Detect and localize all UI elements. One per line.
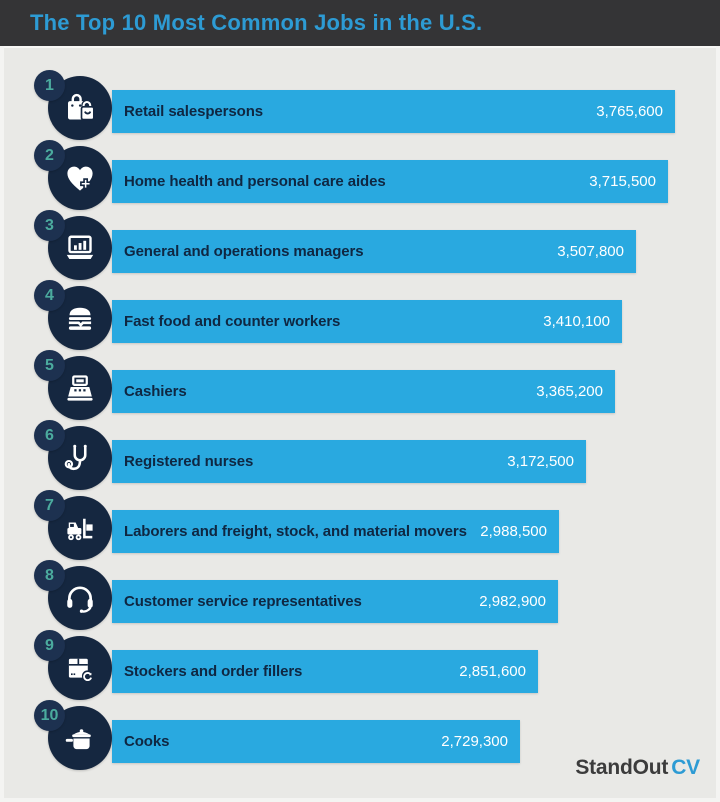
forklift-icon xyxy=(62,510,98,546)
job-label: Fast food and counter workers xyxy=(124,313,341,330)
job-bar: Home health and personal care aides 3,71… xyxy=(112,160,668,203)
package-restock-icon xyxy=(62,650,98,686)
job-label: Home health and personal care aides xyxy=(124,173,386,190)
job-row: 2 Home health and personal care aides 3,… xyxy=(4,140,716,210)
shopping-bags-icon xyxy=(62,90,98,126)
cooking-pot-icon xyxy=(62,720,98,756)
rank-number: 7 xyxy=(45,496,54,514)
job-bar: Registered nurses 3,172,500 xyxy=(112,440,586,483)
brand-logo: StandOut CV xyxy=(575,756,700,780)
job-label: Registered nurses xyxy=(124,453,254,470)
job-bar: Laborers and freight, stock, and materia… xyxy=(112,510,559,553)
rank-number: 6 xyxy=(45,426,54,444)
job-label: Cashiers xyxy=(124,383,187,400)
job-label: Retail salespersons xyxy=(124,103,264,120)
rank-badge: 4 xyxy=(34,280,65,311)
job-row: 5 Cashiers 3,365,200 xyxy=(4,350,716,420)
heart-medical-cross-icon xyxy=(62,160,98,196)
burger-icon xyxy=(62,300,98,336)
rank-number: 2 xyxy=(45,146,54,164)
job-bar: Customer service representatives 2,982,9… xyxy=(112,580,558,623)
job-label: Cooks xyxy=(124,733,170,750)
job-value: 3,365,200 xyxy=(536,383,603,400)
job-row: 3 General and operations managers 3,507,… xyxy=(4,210,716,280)
rank-badge: 10 xyxy=(34,700,65,731)
job-label: Laborers and freight, stock, and materia… xyxy=(124,523,467,540)
job-value: 3,715,500 xyxy=(589,173,656,190)
job-label: Customer service representatives xyxy=(124,593,362,610)
job-row: 6 Registered nurses 3,172,500 xyxy=(4,420,716,490)
job-row: 1 Retail salespersons 3,765,600 xyxy=(4,70,716,140)
job-value: 3,507,800 xyxy=(557,243,624,260)
rank-badge: 6 xyxy=(34,420,65,451)
page-title: The Top 10 Most Common Jobs in the U.S. xyxy=(30,10,483,35)
rank-badge: 2 xyxy=(34,140,65,171)
rank-badge: 5 xyxy=(34,350,65,381)
job-value: 3,765,600 xyxy=(596,103,663,120)
headset-icon xyxy=(62,580,98,616)
job-row: 7 Laborers and freight, stock, and mater… xyxy=(4,490,716,560)
job-row: 4 Fast food and counter workers 3,410,10… xyxy=(4,280,716,350)
job-value: 3,172,500 xyxy=(507,453,574,470)
job-value: 2,729,300 xyxy=(441,733,508,750)
rank-number: 10 xyxy=(40,706,59,724)
brand-name-accent: CV xyxy=(671,756,700,779)
rank-badge: 3 xyxy=(34,210,65,241)
job-label: General and operations managers xyxy=(124,243,364,260)
job-bar: Cashiers 3,365,200 xyxy=(112,370,615,413)
rank-badge: 9 xyxy=(34,630,65,661)
stethoscope-icon xyxy=(62,440,98,476)
rank-badge: 8 xyxy=(34,560,65,591)
job-row: 8 Customer service representatives 2,982… xyxy=(4,560,716,630)
job-bar: Retail salespersons 3,765,600 xyxy=(112,90,675,133)
job-value: 2,982,900 xyxy=(479,593,546,610)
rank-number: 3 xyxy=(45,216,54,234)
job-row: 10 Cooks 2,729,300 xyxy=(4,700,716,770)
rank-number: 9 xyxy=(45,636,54,654)
rank-number: 8 xyxy=(45,566,54,584)
job-bar: General and operations managers 3,507,80… xyxy=(112,230,636,273)
job-bar: Cooks 2,729,300 xyxy=(112,720,520,763)
rank-number: 4 xyxy=(45,286,54,304)
brand-name-dark: StandOut xyxy=(575,756,669,779)
chart-area: 1 Retail salespersons 3,765,600 2 Home h… xyxy=(4,46,716,798)
job-row: 9 Stockers and order fillers 2,851,600 xyxy=(4,630,716,700)
job-bar: Stockers and order fillers 2,851,600 xyxy=(112,650,538,693)
rank-badge: 7 xyxy=(34,490,65,521)
rows: 1 Retail salespersons 3,765,600 2 Home h… xyxy=(4,70,716,770)
rank-number: 1 xyxy=(45,76,54,94)
laptop-bar-chart-icon xyxy=(62,230,98,266)
job-value: 2,988,500 xyxy=(480,523,547,540)
job-label: Stockers and order fillers xyxy=(124,663,303,680)
rank-badge: 1 xyxy=(34,70,65,101)
job-value: 3,410,100 xyxy=(543,313,610,330)
rank-number: 5 xyxy=(45,356,54,374)
job-value: 2,851,600 xyxy=(459,663,526,680)
cash-register-icon xyxy=(62,370,98,406)
job-bar: Fast food and counter workers 3,410,100 xyxy=(112,300,622,343)
header-bar: The Top 10 Most Common Jobs in the U.S. xyxy=(0,0,720,46)
